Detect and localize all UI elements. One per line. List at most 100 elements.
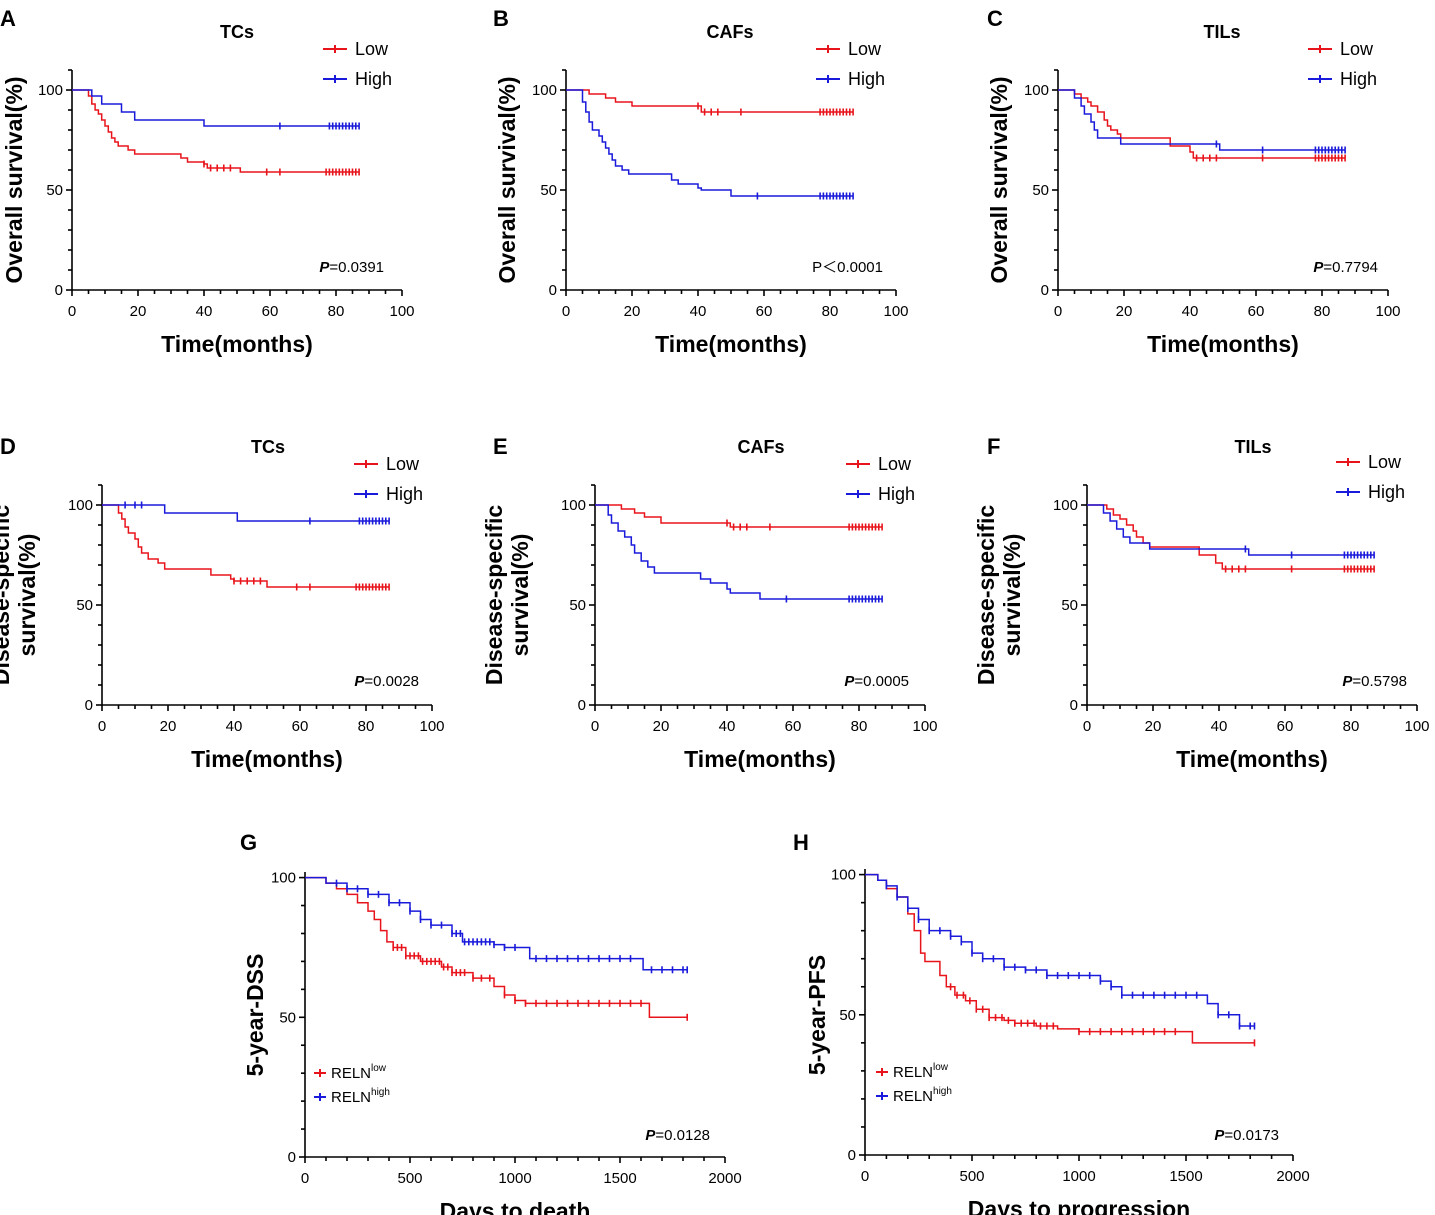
y-tick-label: 0 [1070, 697, 1078, 714]
survival-curve-high [72, 89, 360, 127]
x-tick-label: 100 [1375, 303, 1400, 320]
x-tick-label: 0 [98, 718, 106, 735]
x-tick-label: 20 [653, 718, 670, 735]
y-axis-label: Overall survival(%) [986, 76, 1012, 283]
y-axis-label: 5-year-PFS [804, 955, 830, 1075]
y-tick-label: 50 [46, 182, 63, 199]
x-tick-label: 500 [959, 1168, 984, 1185]
x-tick-label: 60 [785, 718, 802, 735]
survival-curve-low [1058, 89, 1346, 159]
x-tick-label: 100 [419, 718, 444, 735]
survival-curve-low [305, 876, 688, 1019]
x-tick-label: 80 [358, 718, 375, 735]
x-tick-label: 80 [328, 303, 345, 320]
x-tick-label: 20 [160, 718, 177, 735]
x-tick-label: 500 [397, 1170, 422, 1187]
legend-label-low: RELNlow [331, 1063, 387, 1082]
x-tick-label: 60 [1277, 718, 1294, 735]
y-axis-label: Overall survival(%) [1, 76, 27, 283]
x-tick-label: 100 [912, 718, 937, 735]
y-tick-label: 0 [1041, 282, 1049, 299]
x-axis-label: Time(months) [684, 746, 836, 772]
x-tick-label: 40 [1211, 718, 1228, 735]
p-value: P=0.0028 [354, 673, 419, 690]
y-tick-label: 0 [848, 1147, 856, 1164]
x-axis-label: Time(months) [191, 746, 343, 772]
legend-label-high: RELNhigh [331, 1087, 390, 1106]
y-axis-label: Disease-specificsurvival(%) [481, 505, 533, 685]
survival-curve-high [566, 89, 854, 197]
y-tick-label: 100 [1024, 82, 1049, 99]
p-value: P=0.0391 [319, 259, 384, 276]
x-tick-label: 80 [1314, 303, 1331, 320]
legend-label-high: RELNhigh [893, 1086, 952, 1105]
x-tick-label: 0 [562, 303, 570, 320]
x-axis-label: Time(months) [1147, 331, 1299, 357]
x-tick-label: 40 [226, 718, 243, 735]
panel-label: H [793, 830, 809, 855]
survival-curve-low [566, 89, 854, 113]
y-tick-label: 50 [76, 597, 93, 614]
y-tick-label: 100 [831, 867, 856, 884]
survival-curve-low [595, 504, 883, 528]
survival-curve-high [102, 504, 390, 522]
panel-c: C TILs 0 50 100 0 20 40 60 80 100 Time(months) Overa… [986, 6, 1401, 357]
chart-title: TILs [1203, 22, 1240, 42]
panel-label: C [987, 6, 1003, 31]
x-tick-label: 100 [389, 303, 414, 320]
x-tick-label: 40 [196, 303, 213, 320]
panel-b: B CAFs 0 50 100 0 20 40 60 80 100 Time(months) Overa… [493, 6, 909, 357]
p-value: P＜0.0001 [812, 259, 883, 276]
legend-label-high: High [1368, 482, 1405, 502]
x-axis-label: Time(months) [655, 331, 807, 357]
legend-label-high: High [386, 484, 423, 504]
y-tick-label: 50 [839, 1007, 856, 1024]
panel-label: E [493, 434, 508, 459]
panel-label: D [0, 434, 16, 459]
x-tick-label: 40 [1182, 303, 1199, 320]
legend-label-low: Low [386, 454, 420, 474]
x-tick-label: 1000 [498, 1170, 531, 1187]
x-tick-label: 80 [822, 303, 839, 320]
y-tick-label: 100 [68, 497, 93, 514]
x-tick-label: 80 [851, 718, 868, 735]
x-axis-label: Time(months) [1176, 746, 1328, 772]
x-axis-label: Days to death [440, 1198, 591, 1215]
x-tick-label: 2000 [1276, 1168, 1309, 1185]
panel-label: A [0, 6, 16, 31]
legend-label-low: Low [1340, 39, 1374, 59]
x-tick-label: 1000 [1062, 1168, 1095, 1185]
x-tick-label: 60 [1248, 303, 1265, 320]
legend-label-high: High [878, 484, 915, 504]
y-tick-label: 100 [532, 82, 557, 99]
x-tick-label: 0 [861, 1168, 869, 1185]
x-tick-label: 60 [756, 303, 773, 320]
chart-title: CAFs [737, 437, 784, 457]
x-tick-label: 20 [130, 303, 147, 320]
legend-label-low: Low [848, 39, 882, 59]
x-tick-label: 1500 [603, 1170, 636, 1187]
chart-title: TILs [1234, 437, 1271, 457]
legend-label-high: High [848, 69, 885, 89]
y-tick-label: 0 [85, 697, 93, 714]
survival-curve-high [1087, 504, 1375, 556]
y-tick-label: 100 [38, 82, 63, 99]
survival-curve-low [72, 89, 360, 173]
panel-e: E CAFs 0 50 100 0 20 40 60 80 100 Time(months) Disea… [481, 434, 938, 772]
survival-curve-low [102, 504, 390, 588]
y-tick-label: 100 [561, 497, 586, 514]
x-tick-label: 60 [262, 303, 279, 320]
x-tick-label: 100 [1404, 718, 1429, 735]
legend-label-low: RELNlow [893, 1062, 949, 1081]
y-tick-label: 0 [549, 282, 557, 299]
x-tick-label: 100 [883, 303, 908, 320]
y-tick-label: 50 [540, 182, 557, 199]
x-tick-label: 60 [292, 718, 309, 735]
legend-label-low: Low [355, 39, 389, 59]
p-value: P=0.0128 [645, 1127, 710, 1144]
survival-curve-low [1087, 504, 1375, 570]
y-tick-label: 0 [55, 282, 63, 299]
x-tick-label: 1500 [1169, 1168, 1202, 1185]
